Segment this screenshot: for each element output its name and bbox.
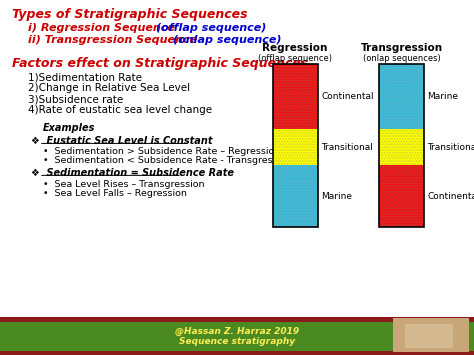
Text: Transitional: Transitional [428,143,474,152]
Text: (onlap sequences): (onlap sequences) [363,54,440,63]
Bar [379,64,424,129]
Text: Regression: Regression [262,43,328,53]
Text: (offlap sequence): (offlap sequence) [258,54,332,63]
Text: Continental: Continental [428,192,474,201]
Text: ❖  Sedimentation = Subsidence Rate: ❖ Sedimentation = Subsidence Rate [31,168,234,178]
Text: •  Sedimentation < Subsidence Rate - Transgression: • Sedimentation < Subsidence Rate - Tran… [43,156,292,165]
Text: •  Sea Level Rises – Transgression: • Sea Level Rises – Transgression [43,180,204,189]
Bar [273,165,318,227]
Text: ii) Transgression Sequence: ii) Transgression Sequence [28,36,201,45]
Bar [379,165,424,227]
Bar [273,129,318,165]
Text: 1)Sedimentation Rate: 1)Sedimentation Rate [28,72,143,82]
Text: Marine: Marine [428,92,458,101]
Bar [379,64,424,227]
Text: •  Sea Level Falls – Regression: • Sea Level Falls – Regression [43,189,187,198]
Text: Types of Stratigraphic Sequences: Types of Stratigraphic Sequences [12,8,247,21]
Bar [273,165,318,227]
Bar [273,129,318,165]
Bar [405,324,453,348]
Text: i) Regression Sequence: i) Regression Sequence [28,23,179,33]
Bar [0,322,474,355]
Text: 3)Subsidence rate: 3)Subsidence rate [28,94,124,104]
Text: @Hassan Z. Harraz 2019: @Hassan Z. Harraz 2019 [175,327,299,337]
Text: Continental: Continental [321,92,374,101]
Bar [379,165,424,227]
Bar [393,318,469,352]
Bar [379,129,424,165]
Text: •  Sedimentation > Subsidence Rate – Regression: • Sedimentation > Subsidence Rate – Regr… [43,147,280,156]
Text: (offlap sequence): (offlap sequence) [156,23,267,33]
Bar [273,64,318,129]
Text: (onlap sequence): (onlap sequence) [173,36,282,45]
Bar [379,129,424,165]
Text: Examples: Examples [43,123,95,133]
Text: Marine: Marine [321,192,352,201]
Text: Transitional: Transitional [321,143,373,152]
Bar [0,351,474,355]
Text: Sequence stratigraphy: Sequence stratigraphy [179,337,295,346]
Bar [379,64,424,129]
Bar [273,64,318,227]
Bar [0,317,474,322]
Text: 4)Rate of eustatic sea level change: 4)Rate of eustatic sea level change [28,105,212,115]
Text: ❖  Eustatic Sea Level is Constant: ❖ Eustatic Sea Level is Constant [31,136,212,146]
Text: 2)Change in Relative Sea Level: 2)Change in Relative Sea Level [28,83,191,93]
Bar [273,64,318,129]
Text: Transgression: Transgression [360,43,443,53]
Text: Factors effect on Stratigraphic Sequences: Factors effect on Stratigraphic Sequence… [12,58,308,70]
